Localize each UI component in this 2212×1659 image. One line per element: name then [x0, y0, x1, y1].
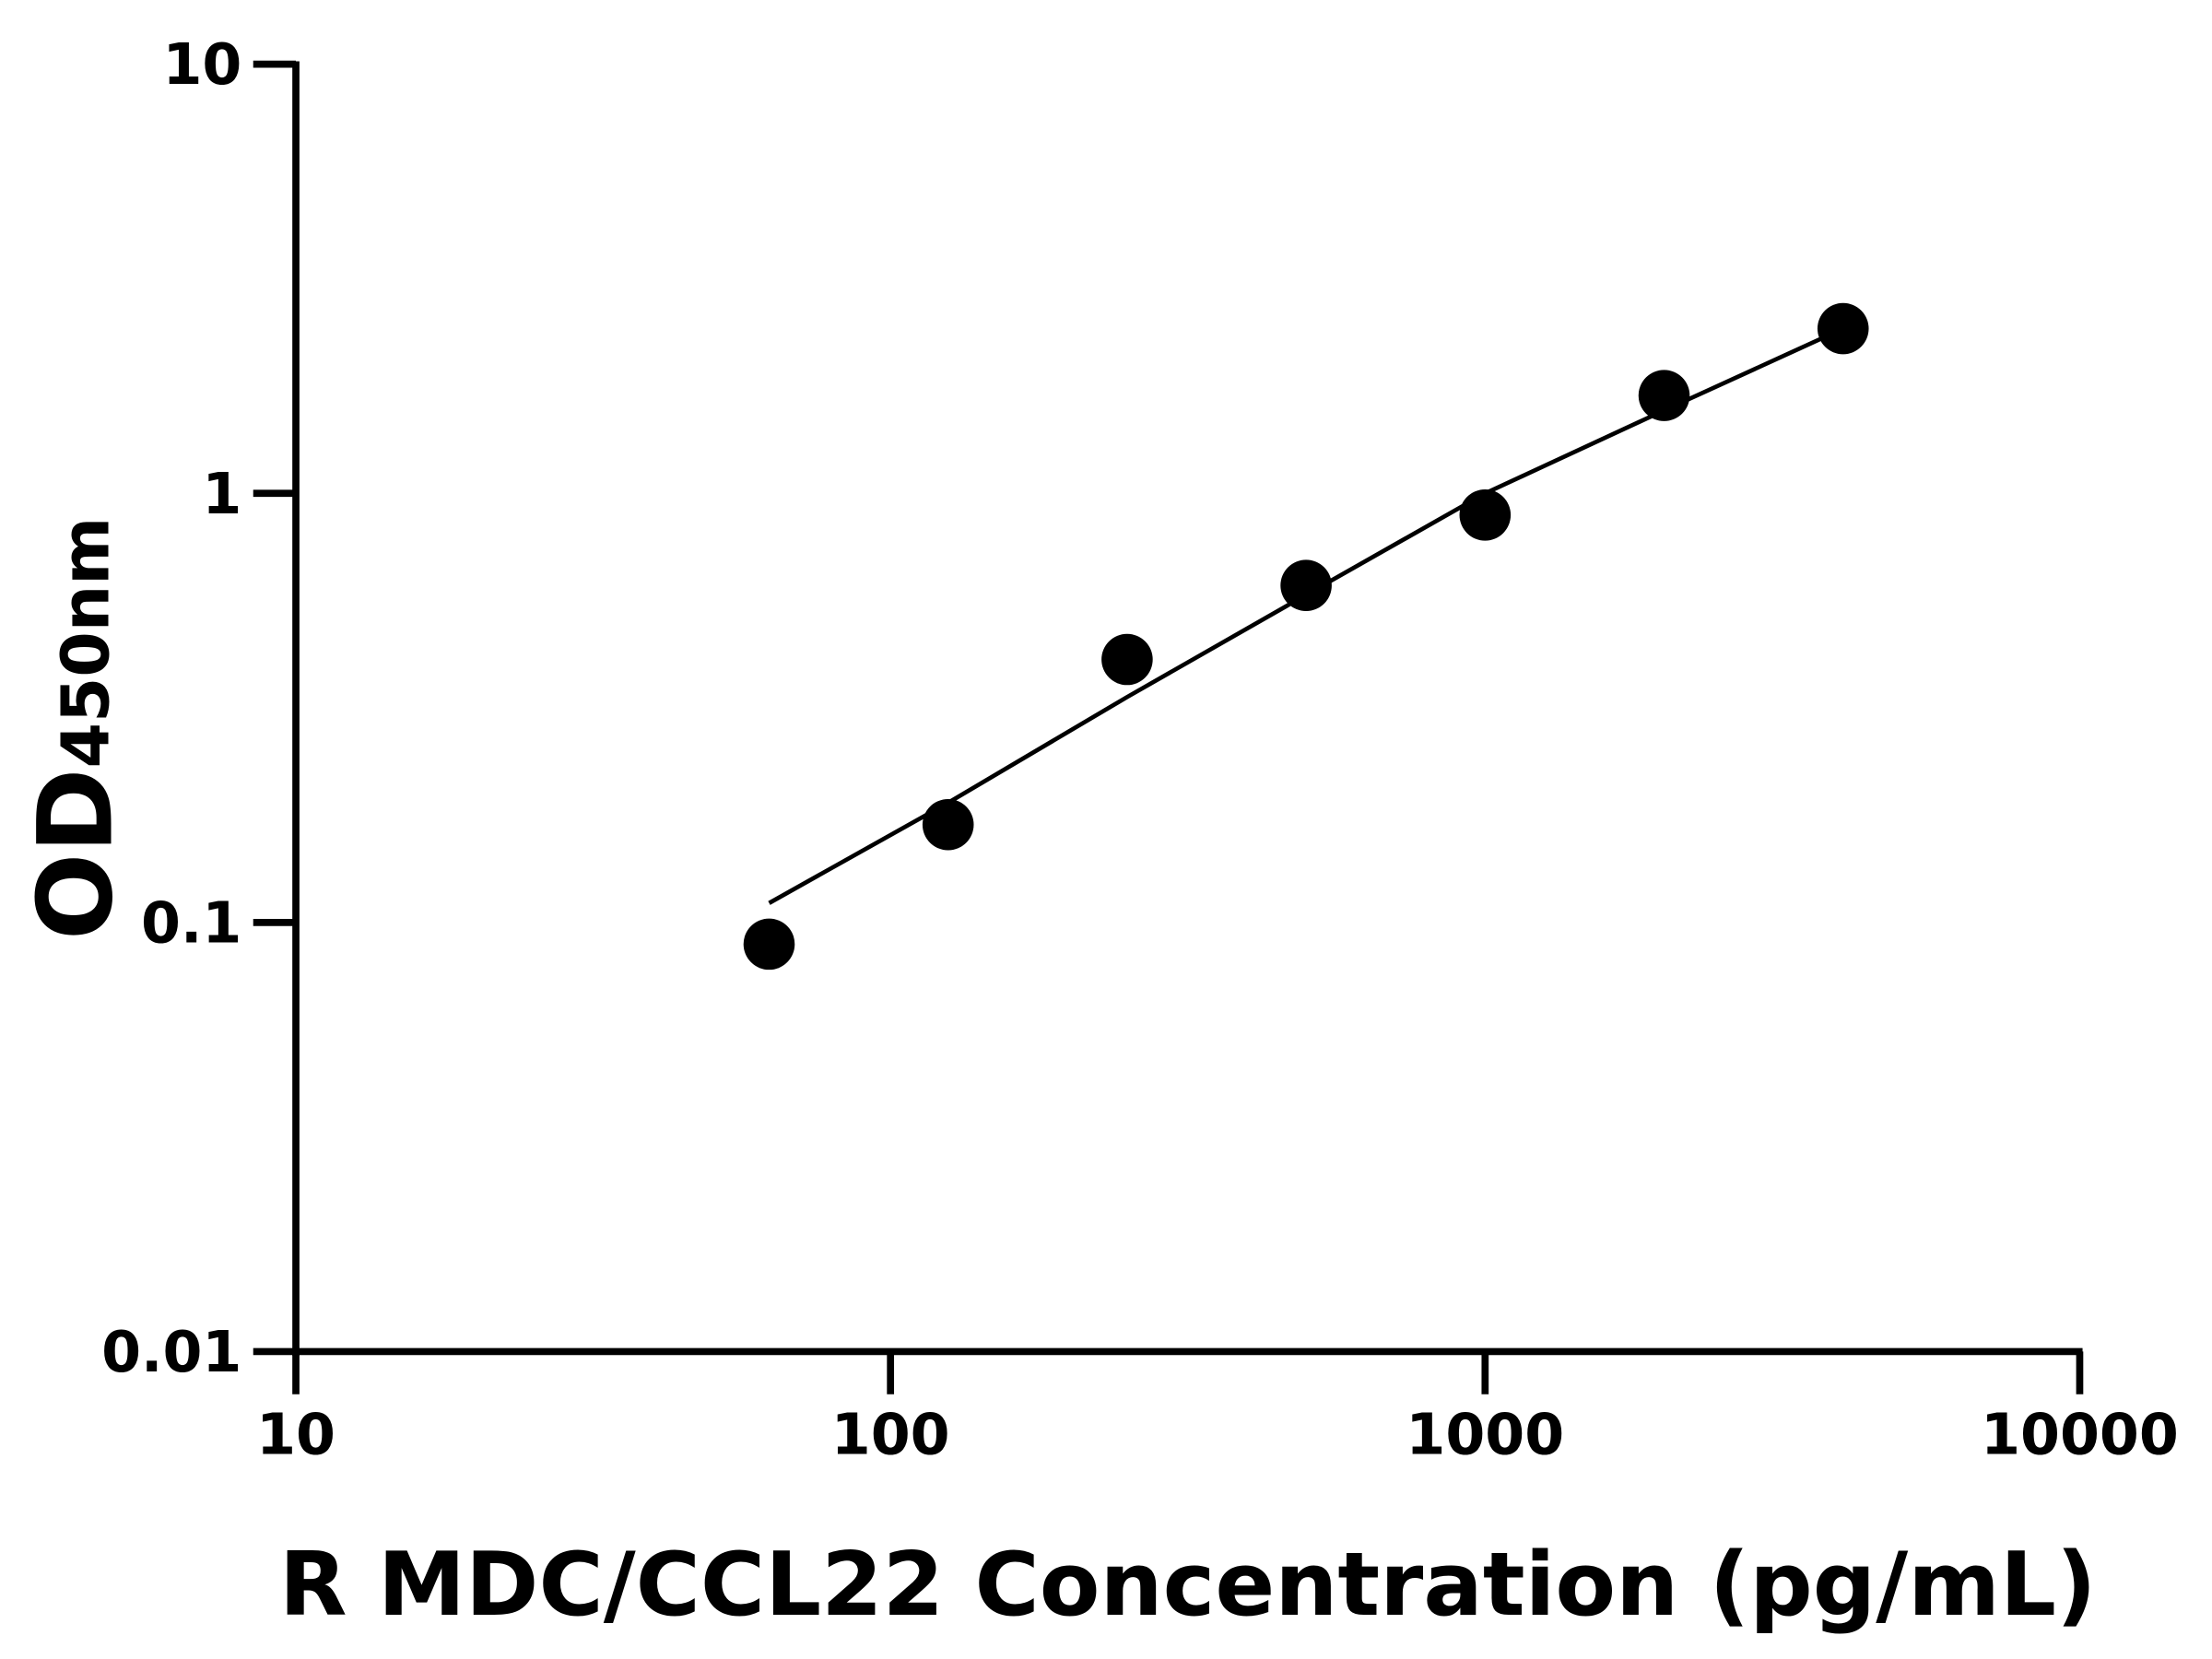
- y-tick-label: 10: [162, 31, 241, 98]
- y-tick-label: 0.01: [101, 1319, 241, 1385]
- y-axis-label: OD450nm: [17, 517, 135, 940]
- data-point: [1638, 370, 1690, 421]
- y-axis-label-sub: 450nm: [47, 517, 124, 769]
- x-tick-label: 10000: [1981, 1402, 2179, 1468]
- data-point: [1459, 489, 1512, 541]
- x-tick-label: 1000: [1406, 1402, 1564, 1468]
- data-point: [1817, 302, 1869, 355]
- x-tick-label: 100: [831, 1402, 950, 1468]
- data-point: [1280, 559, 1332, 611]
- data-point: [1101, 633, 1153, 686]
- x-tick-label: 10: [256, 1402, 335, 1468]
- axes: [292, 61, 2083, 1357]
- data-point: [922, 798, 974, 851]
- y-tick-label: 1: [202, 461, 241, 527]
- y-tick-label: 0.1: [141, 889, 241, 956]
- data-point: [743, 918, 795, 971]
- x-axis-label: R MDC/CCL22 Concentration (pg/mL): [279, 1533, 2097, 1636]
- y-axis-label-main: OD: [17, 768, 135, 940]
